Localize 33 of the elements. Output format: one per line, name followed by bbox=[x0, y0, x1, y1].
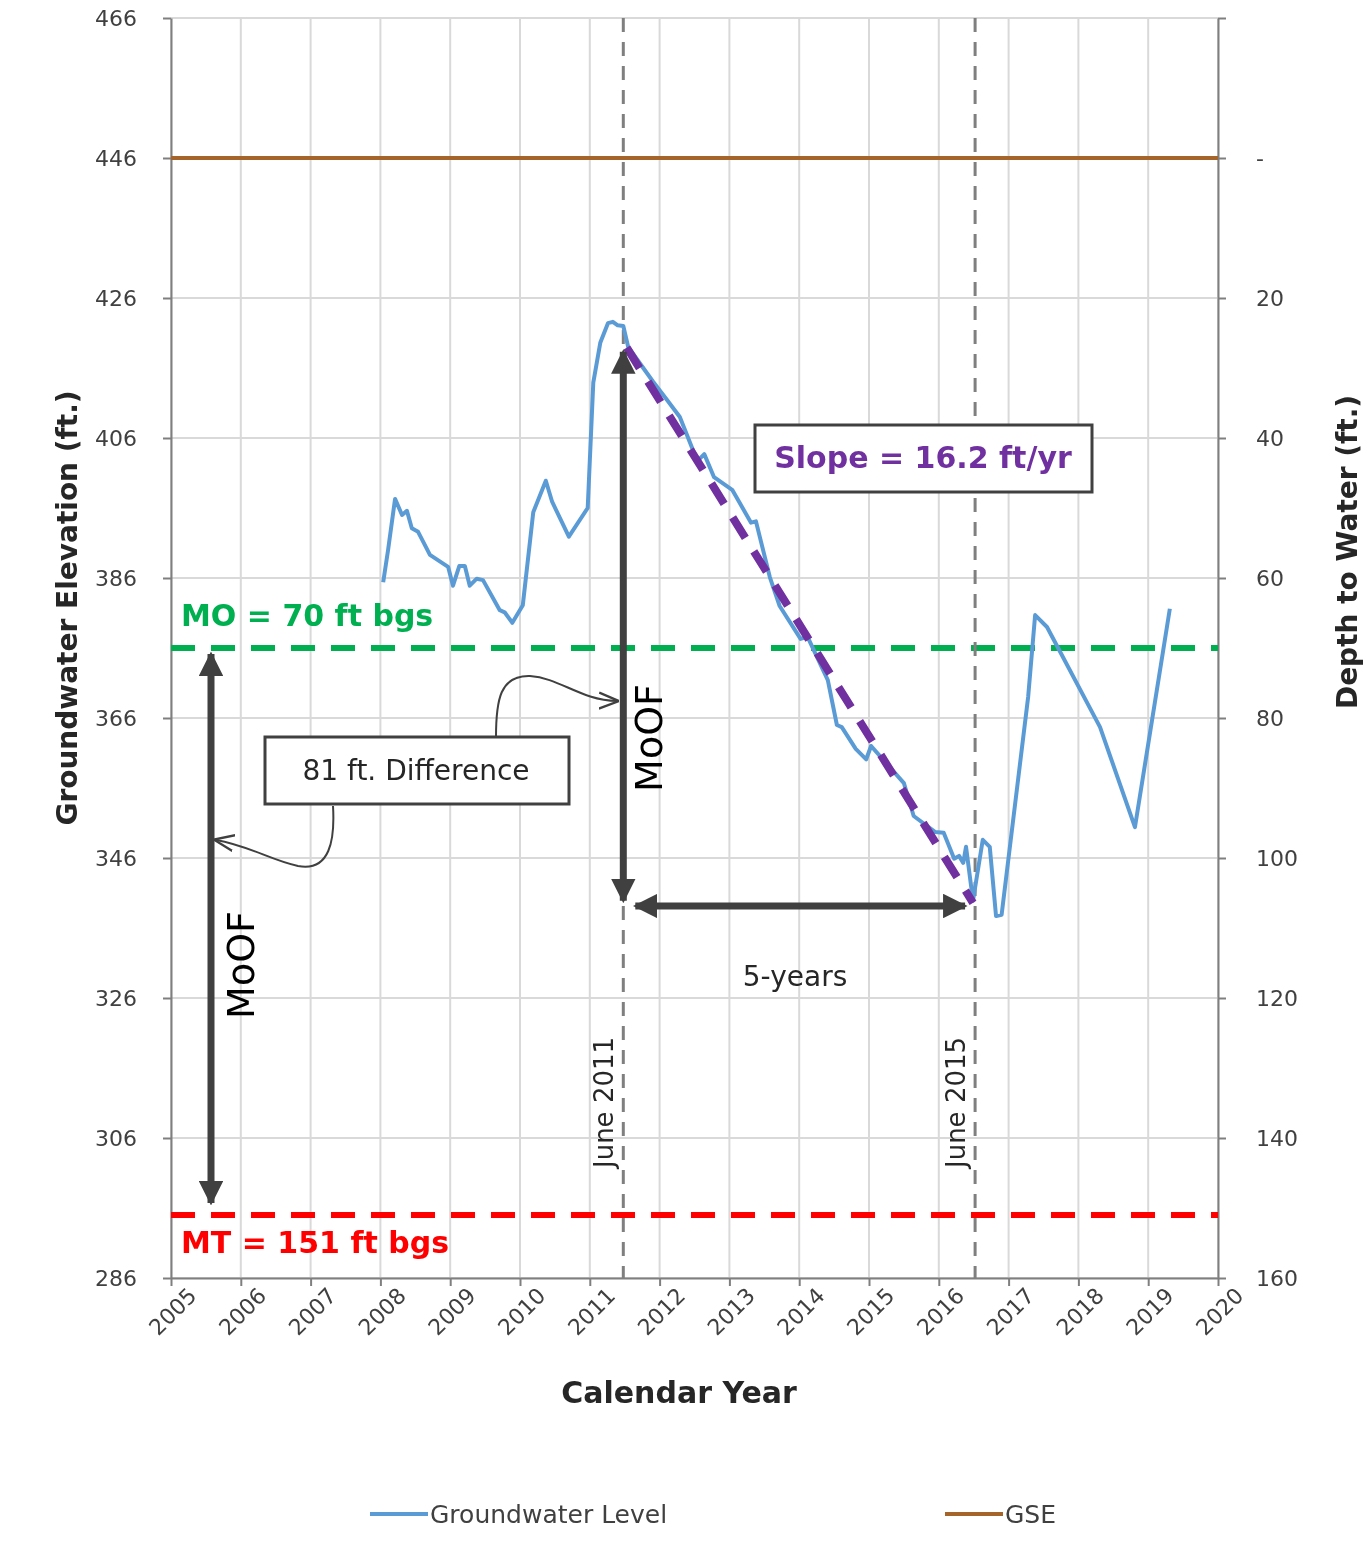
y2-tick-label: 40 bbox=[1256, 425, 1284, 451]
annotation: MoOF bbox=[626, 684, 671, 792]
annotation: 81 ft. Difference bbox=[302, 754, 530, 787]
y2-tick-label: - bbox=[1256, 145, 1264, 171]
y-tick-label: 466 bbox=[95, 5, 137, 31]
y-tick-label: 426 bbox=[95, 285, 137, 311]
y-tick-label: 346 bbox=[95, 845, 137, 871]
legend-label: GSE bbox=[1005, 1500, 1057, 1529]
y2-tick-label: 100 bbox=[1256, 845, 1298, 871]
annotation: Slope = 16.2 ft/yr bbox=[774, 439, 1072, 475]
y-tick-label: 406 bbox=[95, 425, 137, 451]
annotation: 5-years bbox=[742, 960, 848, 993]
annotation: MoOF bbox=[218, 911, 263, 1019]
y2-tick-label: 120 bbox=[1256, 985, 1298, 1011]
y-tick-label: 306 bbox=[95, 1125, 137, 1151]
y-tick-label: 286 bbox=[95, 1265, 137, 1291]
y2-tick-label: 80 bbox=[1256, 705, 1284, 731]
legend-label: Groundwater Level bbox=[430, 1500, 668, 1529]
y-tick-label: 366 bbox=[95, 705, 137, 731]
y2-axis-title: Depth to Water (ft.) bbox=[1331, 394, 1364, 710]
ref-line-label: June 2011 bbox=[589, 1036, 620, 1170]
y-tick-label: 326 bbox=[95, 985, 137, 1011]
y-axis-title: Groundwater Elevation (ft.) bbox=[51, 390, 84, 826]
y-tick-label: 386 bbox=[95, 565, 137, 591]
x-axis-title: Calendar Year bbox=[561, 1375, 797, 1410]
y-tick-label: 446 bbox=[95, 145, 137, 171]
y2-tick-label: 20 bbox=[1256, 285, 1284, 311]
ref-line-label: MT = 151 ft bgs bbox=[181, 1225, 450, 1260]
y2-tick-label: 60 bbox=[1256, 565, 1284, 591]
y2-tick-label: 140 bbox=[1256, 1125, 1298, 1151]
ref-line-label: MO = 70 ft bgs bbox=[181, 598, 434, 633]
y2-tick-label: 160 bbox=[1256, 1265, 1298, 1291]
ref-line-label: June 2015 bbox=[941, 1036, 972, 1170]
